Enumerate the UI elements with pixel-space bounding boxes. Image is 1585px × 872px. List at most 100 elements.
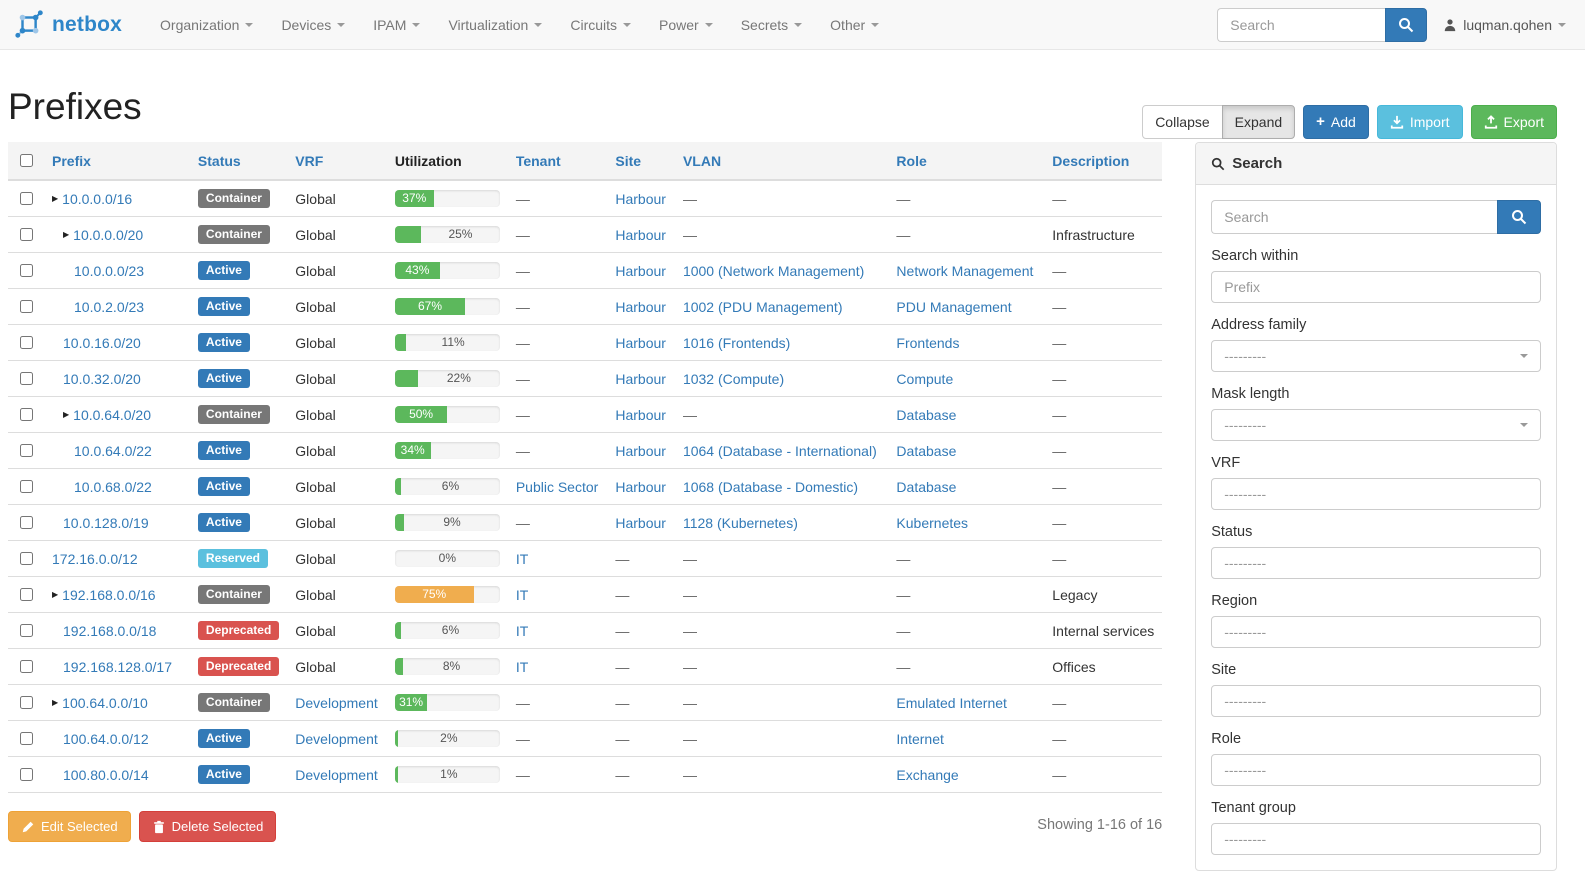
site-link[interactable]: Harbour [615,442,666,459]
role-link[interactable]: Database [896,406,957,423]
row-checkbox[interactable] [20,624,33,637]
filter-select-status[interactable]: --------- [1211,547,1541,579]
vlan-link[interactable]: 1068 (Database - Domestic) [682,478,859,495]
nav-item-circuits[interactable]: Circuits [556,0,645,50]
row-checkbox[interactable] [20,552,33,565]
column-header-tenant[interactable]: Tenant [507,142,608,181]
site-link[interactable]: Harbour [615,298,666,315]
prefix-link[interactable]: 10.0.128.0/19 [63,514,149,531]
filter-select-region[interactable]: --------- [1211,616,1541,648]
prefix-link[interactable]: 192.168.0.0/18 [63,622,157,639]
prefix-link[interactable]: 172.16.0.0/12 [52,550,138,567]
sidebar-search-button[interactable] [1497,200,1541,234]
filter-select-mask-length[interactable]: --------- [1211,409,1541,441]
role-link[interactable]: Network Management [896,262,1034,279]
row-checkbox[interactable] [20,588,33,601]
prefix-link[interactable]: 10.0.64.0/20 [73,406,152,423]
row-checkbox[interactable] [20,264,33,277]
vlan-link[interactable]: 1064 (Database - International) [682,442,877,459]
row-checkbox[interactable] [20,444,33,457]
global-search-button[interactable] [1385,7,1428,42]
role-link[interactable]: Kubernetes [896,514,969,531]
user-menu[interactable]: luqman.qohen [1443,17,1570,33]
site-link[interactable]: Harbour [615,334,666,351]
site-link[interactable]: Harbour [615,262,666,279]
prefix-link[interactable]: 192.168.128.0/17 [63,658,172,675]
prefix-link[interactable]: 10.0.68.0/22 [74,478,152,495]
prefix-link[interactable]: 100.64.0.0/10 [62,694,148,711]
row-checkbox[interactable] [20,192,33,205]
prefix-link[interactable]: 10.0.64.0/22 [74,442,152,459]
filter-select-address-family[interactable]: --------- [1211,340,1541,372]
tenant-link[interactable]: IT [515,658,529,675]
filter-select-site[interactable]: --------- [1211,685,1541,717]
row-checkbox[interactable] [20,696,33,709]
site-link[interactable]: Harbour [615,514,666,531]
column-header-link[interactable]: Prefix [52,152,91,169]
prefix-link[interactable]: 10.0.0.0/23 [74,262,145,279]
tenant-link[interactable]: IT [515,550,529,567]
role-link[interactable]: Emulated Internet [896,694,1007,711]
nav-item-devices[interactable]: Devices [267,0,359,50]
column-header-link[interactable]: Description [1052,152,1130,169]
vrf-link[interactable]: Development [295,730,378,747]
role-link[interactable]: Internet [896,730,944,747]
row-checkbox[interactable] [20,480,33,493]
role-link[interactable]: Database [896,442,957,459]
nav-item-organization[interactable]: Organization [146,0,267,50]
sidebar-search-input[interactable] [1211,200,1497,234]
tenant-link[interactable]: Public Sector [515,478,599,495]
vlan-link[interactable]: 1000 (Network Management) [682,262,865,279]
row-checkbox[interactable] [20,372,33,385]
filter-input-search-within[interactable] [1211,271,1541,303]
prefix-link[interactable]: 10.0.0.0/16 [62,190,133,207]
row-checkbox[interactable] [20,516,33,529]
vrf-link[interactable]: Development [295,766,378,783]
column-header-link[interactable]: Role [896,152,927,169]
netbox-brand[interactable]: netbox [15,9,122,40]
filter-select-tenant-group[interactable]: --------- [1211,823,1541,855]
column-header-vlan[interactable]: VLAN [674,142,889,181]
column-header-link[interactable]: Status [197,152,241,169]
nav-item-ipam[interactable]: IPAM [359,0,434,50]
prefix-link[interactable]: 100.64.0.0/12 [63,730,149,747]
role-link[interactable]: Database [896,478,957,495]
site-link[interactable]: Harbour [615,406,666,423]
expand-button[interactable]: Expand [1221,105,1296,139]
tenant-link[interactable]: IT [515,586,529,603]
row-checkbox[interactable] [20,300,33,313]
column-header-link[interactable]: VLAN [682,152,722,169]
edit-selected-button[interactable]: Edit Selected [8,811,131,842]
column-header-link[interactable]: Tenant [515,152,561,169]
vlan-link[interactable]: 1128 (Kubernetes) [682,514,798,531]
role-link[interactable]: PDU Management [896,298,1012,315]
select-all-checkbox[interactable] [20,154,33,167]
prefix-link[interactable]: 100.80.0.0/14 [63,766,149,783]
role-link[interactable]: Exchange [896,766,959,783]
vlan-link[interactable]: 1032 (Compute) [682,370,785,387]
vlan-link[interactable]: 1016 (Frontends) [682,334,791,351]
row-checkbox[interactable] [20,732,33,745]
role-link[interactable]: Compute [896,370,954,387]
prefix-link[interactable]: 10.0.32.0/20 [63,370,141,387]
site-link[interactable]: Harbour [615,226,666,243]
prefix-link[interactable]: 10.0.0.0/20 [73,226,144,243]
nav-item-power[interactable]: Power [645,0,727,50]
role-link[interactable]: Frontends [896,334,960,351]
vlan-link[interactable]: 1002 (PDU Management) [682,298,843,315]
row-checkbox[interactable] [20,768,33,781]
add-button[interactable]: + Add [1303,105,1369,139]
tenant-link[interactable]: IT [515,622,529,639]
column-header-description[interactable]: Description [1044,142,1163,181]
column-header-prefix[interactable]: Prefix [44,142,190,181]
import-button[interactable]: Import [1376,105,1463,139]
site-link[interactable]: Harbour [615,370,666,387]
column-header-status[interactable]: Status [189,142,288,181]
nav-item-virtualization[interactable]: Virtualization [434,0,556,50]
site-link[interactable]: Harbour [615,190,666,207]
prefix-link[interactable]: 192.168.0.0/16 [62,586,156,603]
prefix-link[interactable]: 10.0.2.0/23 [74,298,145,315]
filter-select-role[interactable]: --------- [1211,754,1541,786]
column-header-role[interactable]: Role [888,142,1045,181]
export-button[interactable]: Export [1470,105,1557,139]
